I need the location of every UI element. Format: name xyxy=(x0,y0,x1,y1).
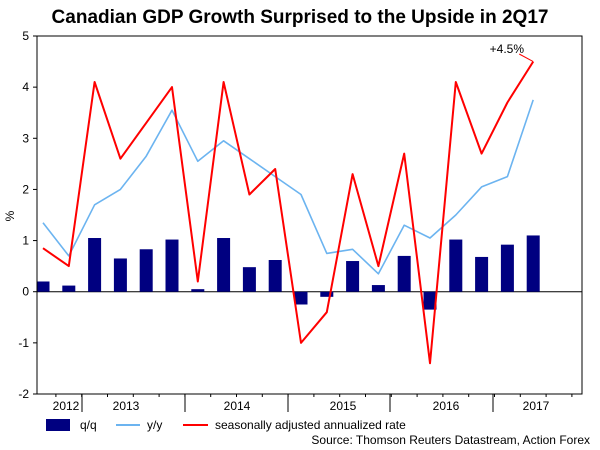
y-tick-label: 0 xyxy=(22,285,29,299)
bar-qq xyxy=(36,281,50,292)
x-year-label: 2015 xyxy=(330,399,357,413)
x-year-label: 2013 xyxy=(113,399,140,413)
bar-qq xyxy=(500,244,514,292)
bar-qq xyxy=(346,261,360,292)
annotation-label: +4.5% xyxy=(490,42,525,56)
bar-qq xyxy=(88,238,102,292)
x-year-label: 2012 xyxy=(53,399,80,413)
y-tick-label: 4 xyxy=(22,80,29,94)
bar-qq xyxy=(191,289,205,292)
y-tick-label: 5 xyxy=(22,29,29,43)
bar-qq xyxy=(268,260,282,292)
x-year-label: 2014 xyxy=(224,399,251,413)
bar-qq xyxy=(62,285,76,292)
plot-frame xyxy=(36,35,583,395)
x-year-label: 2017 xyxy=(523,399,550,413)
bar-qq xyxy=(165,239,179,292)
x-year-label: 2016 xyxy=(433,399,460,413)
bar-qq xyxy=(320,291,334,297)
line-saar xyxy=(42,61,535,365)
bar-qq xyxy=(217,238,231,292)
line-yy xyxy=(42,99,534,275)
legend-swatch-qq xyxy=(46,419,70,431)
annotation-leader xyxy=(518,53,534,63)
bar-qq xyxy=(397,255,411,292)
bar-qq xyxy=(475,256,489,292)
plot-area: -2 -1 0 1 2 3 4 5% +4.5% 2012 2013 2014 2015 2016 2017 xyxy=(3,29,583,413)
y-tick-label: -1 xyxy=(18,336,29,350)
legend-label-yy: y/y xyxy=(147,418,162,432)
bar-qq xyxy=(371,285,385,292)
bar-qq xyxy=(139,249,153,292)
y-tick-label: 3 xyxy=(22,131,29,145)
legend-label-saar: seasonally adjusted annualized rate xyxy=(215,418,406,432)
y-tick-label: 2 xyxy=(22,182,29,196)
bar-qq xyxy=(294,291,308,305)
bar-qq xyxy=(449,239,463,292)
y-axis-label: % xyxy=(3,210,17,221)
bar-qq xyxy=(113,258,127,292)
chart-title: Canadian GDP Growth Surprised to the Ups… xyxy=(52,7,549,28)
y-tick-label: -2 xyxy=(18,387,29,401)
legend: q/q y/y seasonally adjusted annualized rat… xyxy=(46,418,406,432)
bar-qq xyxy=(242,267,256,292)
y-tick-label: 1 xyxy=(22,234,29,248)
bar-qq xyxy=(526,235,540,292)
legend-label-qq: q/q xyxy=(80,418,97,432)
source-note: Source: Thomson Reuters Datastream, Acti… xyxy=(311,433,590,447)
bar-qq xyxy=(423,291,437,310)
